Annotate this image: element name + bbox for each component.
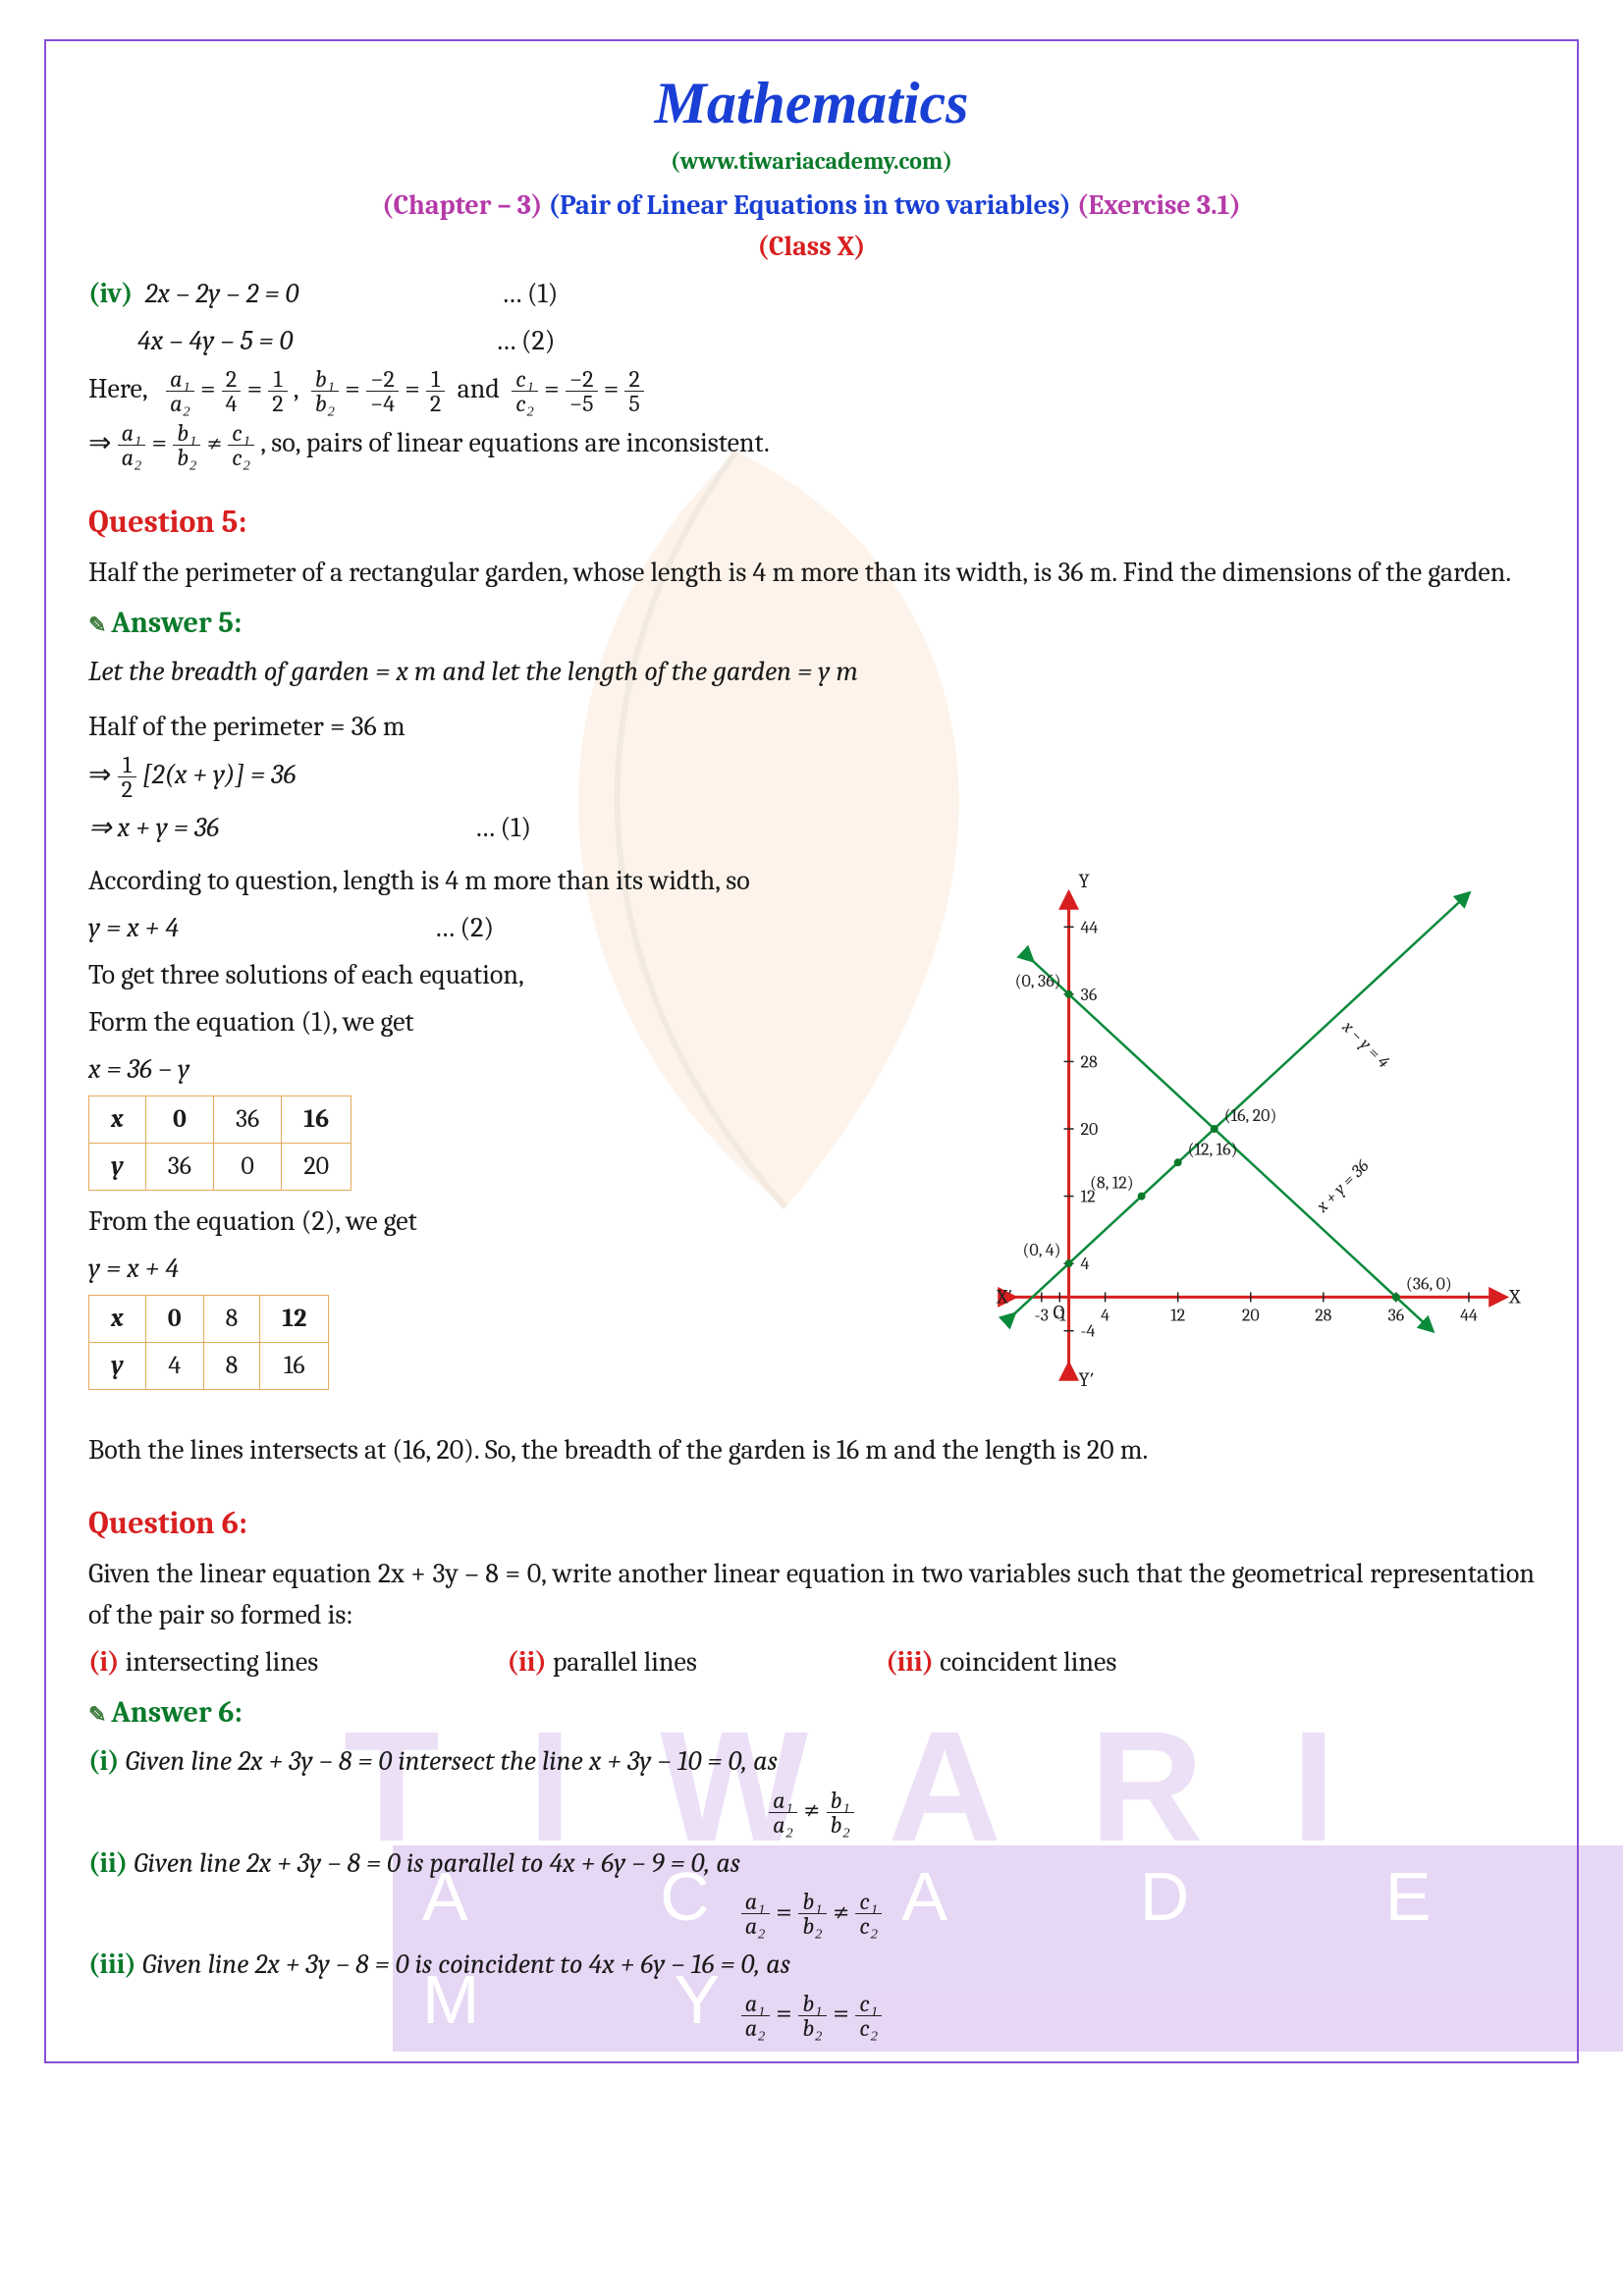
a5-heading: Answer 5: <box>88 601 1535 645</box>
svg-text:36: 36 <box>1081 985 1098 1005</box>
svg-text:-3: -3 <box>1035 1305 1049 1325</box>
q6-i: (i) Given line 2x + 3y − 8 = 0 intersect… <box>88 1740 1535 1782</box>
iv-eq2-text: 4x – 4y – 5 = 0 <box>137 325 293 356</box>
here-label: Here, <box>88 373 148 404</box>
q5-step2: ⇒ x + y = 36… (1) <box>88 807 1535 848</box>
svg-text:(16, 20): (16, 20) <box>1224 1105 1277 1126</box>
chapter-label: (Chapter – 3) <box>382 189 542 221</box>
svg-text:20: 20 <box>1242 1305 1260 1325</box>
svg-text:(36, 0): (36, 0) <box>1406 1273 1452 1294</box>
q5-let: Let the breadth of garden = x m and let … <box>88 651 1535 692</box>
svg-text:X′: X′ <box>996 1285 1012 1308</box>
iv-eq1-text: 2x – 2y – 2 = 0 <box>145 278 299 309</box>
svg-text:(12, 16): (12, 16) <box>1188 1139 1238 1159</box>
q5-table2: x0812y4816 <box>88 1295 329 1390</box>
svg-text:(8, 12): (8, 12) <box>1090 1173 1134 1194</box>
iv-concl-text: , so, pairs of linear equations are inco… <box>260 427 770 458</box>
q6-heading: Question 6: <box>88 1500 1535 1547</box>
iv-marker: (iv) <box>88 278 133 309</box>
svg-text:28: 28 <box>1315 1305 1331 1325</box>
q6-opt-ii: parallel lines <box>553 1646 697 1678</box>
q5-text: Half the perimeter of a rectangular gard… <box>88 552 1535 593</box>
q6-ii-frac: a₁a₂ = b₁b₂ ≠ c₁c₂ <box>88 1890 1535 1939</box>
iv-ratios: Here, a₁a₂ = 24 = 12 , b₁b₂ = −2−4 = 12 … <box>88 367 1535 415</box>
svg-text:36: 36 <box>1388 1305 1405 1325</box>
svg-text:x + y = 36: x + y = 36 <box>1312 1155 1374 1217</box>
page-content: Mathematics (www.tiwariacademy.com) (Cha… <box>49 39 1574 2063</box>
q5-form1: Form the equation (1), we get <box>88 1001 955 1042</box>
svg-text:x − y = 4: x − y = 4 <box>1337 1016 1393 1072</box>
svg-text:4: 4 <box>1081 1254 1090 1274</box>
q5-threesol: To get three solutions of each equation, <box>88 954 955 995</box>
q6-opt-i: intersecting lines <box>126 1646 319 1678</box>
svg-text:44: 44 <box>1460 1305 1478 1325</box>
q6-ii: (ii) Given line 2x + 3y − 8 = 0 is paral… <box>88 1842 1535 1884</box>
topic-label: (Pair of Linear Equations in two variabl… <box>549 189 1071 221</box>
svg-text:4: 4 <box>1101 1305 1109 1325</box>
q6-text: Given the linear equation 2x + 3y – 8 = … <box>88 1553 1535 1635</box>
q5-half: Half of the perimeter = 36 m <box>88 706 1535 747</box>
title-link: (www.tiwariacademy.com) <box>88 143 1535 179</box>
title-main: Mathematics <box>88 59 1535 147</box>
iv-eq1: (iv) 2x – 2y – 2 = 0 … (1) <box>88 273 1535 314</box>
svg-text:(0, 36): (0, 36) <box>1015 971 1061 991</box>
q5-yform: y = x + 4 <box>88 1248 955 1289</box>
svg-text:20: 20 <box>1081 1119 1099 1140</box>
svg-text:X: X <box>1508 1285 1521 1308</box>
svg-text:Y′: Y′ <box>1079 1368 1095 1391</box>
svg-text:(0, 4): (0, 4) <box>1023 1240 1061 1260</box>
q5-graph: -3-141220283644-441220283644(0, 36)(16, … <box>985 854 1535 1404</box>
q5-eqy: y = x + 4… (2) <box>88 907 955 948</box>
svg-text:-4: -4 <box>1081 1321 1096 1342</box>
exercise-label: (Exercise 3.1) <box>1077 189 1241 221</box>
iv-eq1-tag: … (1) <box>501 278 558 309</box>
q5-acc: According to question, length is 4 m mor… <box>88 860 955 901</box>
q5-concl: Both the lines intersects at (16, 20). S… <box>88 1429 1535 1470</box>
q5-form2: From the equation (2), we get <box>88 1201 955 1242</box>
q5-heading: Question 5: <box>88 499 1535 546</box>
q5-table1: x03616y36020 <box>88 1095 352 1191</box>
q6-iii-frac: a₁a₂ = b₁b₂ = c₁c₂ <box>88 1991 1535 2040</box>
q6-i-frac: a₁a₂ ≠ b₁b₂ <box>88 1788 1535 1837</box>
svg-text:O: O <box>1054 1301 1065 1323</box>
q6-iii: (iii) Given line 2x + 3y − 8 = 0 is coin… <box>88 1944 1535 1985</box>
svg-text:Y: Y <box>1079 870 1091 892</box>
q5-step1: ⇒ 12 [2(x + y)] = 36 <box>88 753 1535 801</box>
svg-text:28: 28 <box>1081 1051 1098 1072</box>
iv-conclusion: ⇒ a₁a₂ = b₁b₂ ≠ c₁c₂ , so, pairs of line… <box>88 421 1535 469</box>
svg-text:12: 12 <box>1170 1305 1185 1325</box>
title-chapter: (Chapter – 3) (Pair of Linear Equations … <box>88 185 1535 226</box>
class-label: (Class X) <box>88 226 1535 267</box>
svg-text:44: 44 <box>1081 917 1099 937</box>
q6-opts: (i) intersecting lines (ii) parallel lin… <box>88 1641 1535 1682</box>
q5-xform: x = 36 − y <box>88 1048 955 1090</box>
iv-eq2-tag: … (2) <box>495 325 555 356</box>
and-label: and <box>458 373 500 404</box>
iv-eq2: 4x – 4y – 5 = 0 … (2) <box>137 320 1535 361</box>
q6-opt-iii: coincident lines <box>940 1646 1116 1678</box>
a6-heading: Answer 6: <box>88 1690 1535 1735</box>
